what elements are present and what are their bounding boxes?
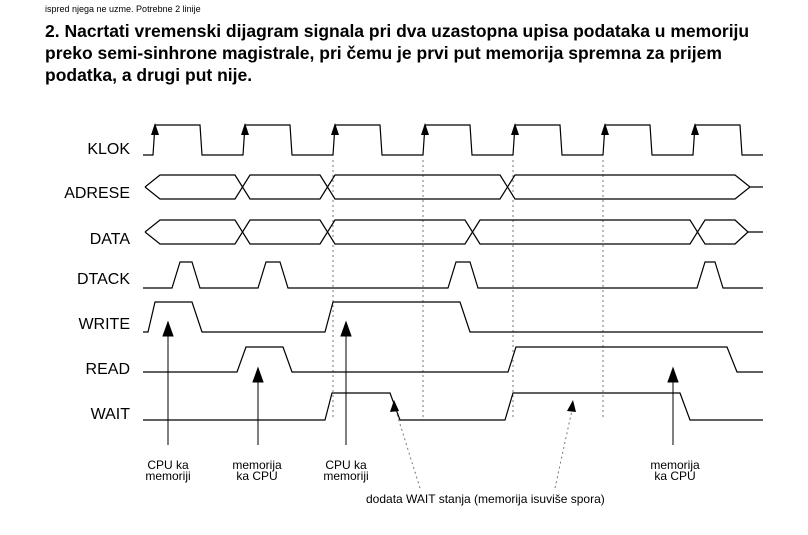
signal-label: WRITE <box>78 316 130 333</box>
signal-label: ADRESE <box>64 185 130 202</box>
annotation-line: CPU ka <box>325 458 367 472</box>
wait-wave <box>143 392 763 421</box>
signal-label: DTACK <box>77 271 130 288</box>
wait-note-arrows <box>390 400 576 489</box>
annotation-line: memoriji <box>145 469 190 483</box>
wait-note: dodata WAIT stanja (memorija isuviše spo… <box>366 492 605 506</box>
question: 2. Nacrtati vremenski dijagram signala p… <box>45 21 750 85</box>
guide-lines <box>332 160 604 420</box>
intro-line: ispred njega ne uzme. Potrebne 2 linije <box>45 4 201 14</box>
dtack-wave <box>143 261 763 289</box>
signal-label: WAIT <box>91 406 131 423</box>
signal-label: KLOK <box>87 141 130 158</box>
annotation-line: ka CPU <box>654 469 695 483</box>
write-wave <box>143 301 763 333</box>
annotation-line: memorija <box>650 458 700 472</box>
direction-arrows <box>162 320 679 445</box>
annotation-line: ka CPU <box>236 469 277 483</box>
adrese-wave <box>144 174 763 200</box>
signal-label: DATA <box>90 231 131 248</box>
signal-label: READ <box>86 361 130 378</box>
klok-wave <box>143 124 763 156</box>
annotation-line: memorija <box>232 458 282 472</box>
clock-arrows <box>151 123 699 135</box>
annotation-line: memoriji <box>323 469 368 483</box>
annotation-line: CPU ka <box>147 458 189 472</box>
read-wave <box>143 346 763 373</box>
data-wave <box>144 219 763 245</box>
